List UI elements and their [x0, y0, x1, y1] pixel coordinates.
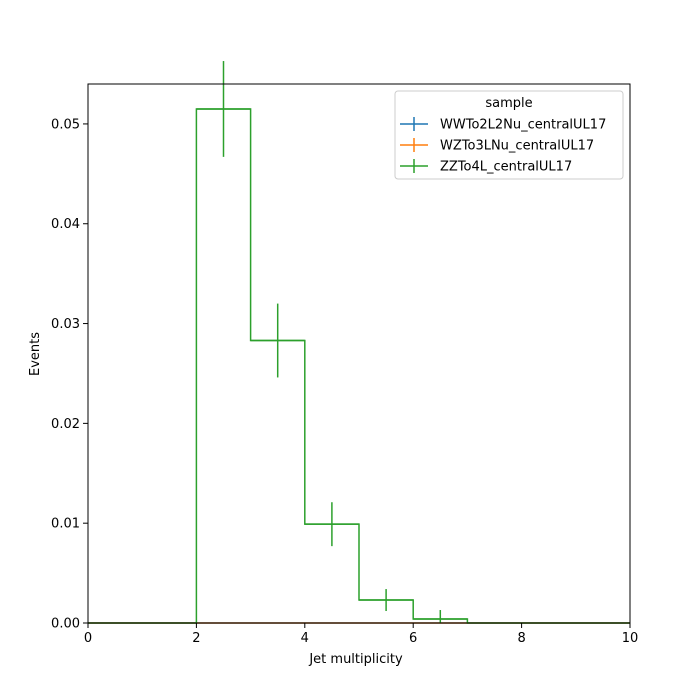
legend-box — [394, 90, 624, 180]
y-tick-label: 0.05 — [51, 117, 80, 132]
x-tick-label: 4 — [301, 631, 309, 646]
legend-entry-label: ZZTo4L_centralUL17 — [440, 160, 572, 175]
x-tick-label: 0 — [84, 631, 92, 646]
legend-entry: ZZTo4L_centralUL17 — [400, 159, 572, 175]
legend-entry: WZTo3LNu_centralUL17 — [400, 138, 594, 154]
y-axis-label: Events — [28, 332, 43, 376]
x-tick-label: 2 — [192, 631, 200, 646]
axis-ticks: 0 2 4 6 8 10 0.00 0.01 0.02 0.03 0.04 0.05 — [51, 117, 638, 646]
y-tick-label: 0.04 — [51, 217, 80, 232]
legend: sample WWTo2L2Nu_centralUL17 WZTo3LNu_cen… — [394, 90, 624, 180]
y-tick-label: 0.01 — [51, 517, 80, 532]
y-tick-label: 0.02 — [51, 417, 80, 432]
y-tick-label: 0.03 — [51, 317, 80, 332]
x-axis-label: Jet multiplicity — [308, 652, 403, 667]
legend-entry-label: WZTo3LNu_centralUL17 — [440, 139, 594, 154]
x-tick-label: 10 — [622, 631, 639, 646]
y-tick-label: 0.00 — [51, 617, 80, 632]
legend-entry-label: WWTo2L2Nu_centralUL17 — [440, 118, 606, 133]
legend-entry: WWTo2L2Nu_centralUL17 — [400, 117, 606, 133]
x-tick-label: 6 — [409, 631, 417, 646]
plot-frame — [87, 83, 631, 624]
x-tick-label: 8 — [517, 631, 525, 646]
legend-title: sample — [485, 96, 532, 111]
